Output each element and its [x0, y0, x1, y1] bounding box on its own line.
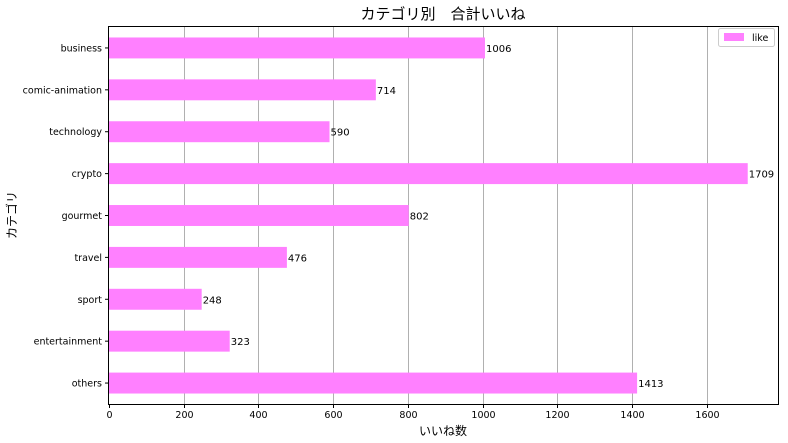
x-tick-label: 600: [324, 410, 342, 421]
data-label-crypto: 1709: [749, 170, 774, 181]
data-label-sport: 248: [203, 295, 222, 306]
bar-crypto: [109, 163, 748, 185]
bar-others: [109, 372, 638, 394]
y-tick-label: travel: [74, 253, 102, 264]
chart-title: カテゴリ別 合計いいね: [360, 5, 525, 23]
y-axis-ticks: business comic-animation technology crypto g…: [23, 43, 109, 390]
y-tick-label: others: [72, 379, 102, 390]
y-tick-label: technology: [49, 127, 102, 138]
data-label-gourmet: 802: [410, 212, 429, 223]
x-tick-label: 800: [399, 410, 417, 421]
legend: like: [718, 28, 775, 47]
data-label-travel: 476: [288, 253, 307, 264]
x-tick-label: 400: [249, 410, 267, 421]
bar-comic-animation: [109, 79, 376, 101]
x-tick-label: 1000: [471, 410, 495, 421]
bar-gourmet: [109, 205, 409, 226]
legend-label: like: [752, 33, 768, 44]
bar-entertainment: [109, 330, 230, 352]
legend-swatch: [724, 33, 744, 41]
data-labels-group: 1006 714 590 1709 802 476 248 323 1413: [203, 44, 774, 390]
x-tick-label: 0: [106, 410, 112, 421]
bars-group: [109, 37, 748, 394]
bar-business: [109, 37, 485, 59]
y-tick-label: entertainment: [34, 337, 103, 348]
x-tick-label: 200: [175, 410, 193, 421]
data-label-others: 1413: [638, 379, 663, 390]
y-tick-label: business: [61, 43, 102, 54]
data-label-entertainment: 323: [231, 337, 250, 348]
x-tick-label: 1400: [620, 410, 644, 421]
bar-technology: [109, 121, 330, 143]
y-tick-label: gourmet: [62, 211, 103, 222]
bar-travel: [109, 246, 287, 268]
x-axis-ticks: 0 200 400 600 800 1000 1200 1400 1600: [106, 404, 720, 421]
y-tick-label: crypto: [72, 169, 103, 180]
y-tick-label: comic-animation: [23, 85, 102, 96]
x-axis-label: いいね数: [419, 423, 467, 438]
y-axis-label: カテゴリ: [4, 191, 19, 239]
data-label-business: 1006: [486, 44, 511, 55]
x-tick-label: 1600: [695, 410, 719, 421]
x-tick-label: 1200: [545, 410, 569, 421]
data-label-comic-animation: 714: [377, 86, 396, 97]
y-tick-label: sport: [78, 295, 103, 306]
bar-sport: [109, 288, 202, 310]
data-label-technology: 590: [331, 128, 350, 139]
